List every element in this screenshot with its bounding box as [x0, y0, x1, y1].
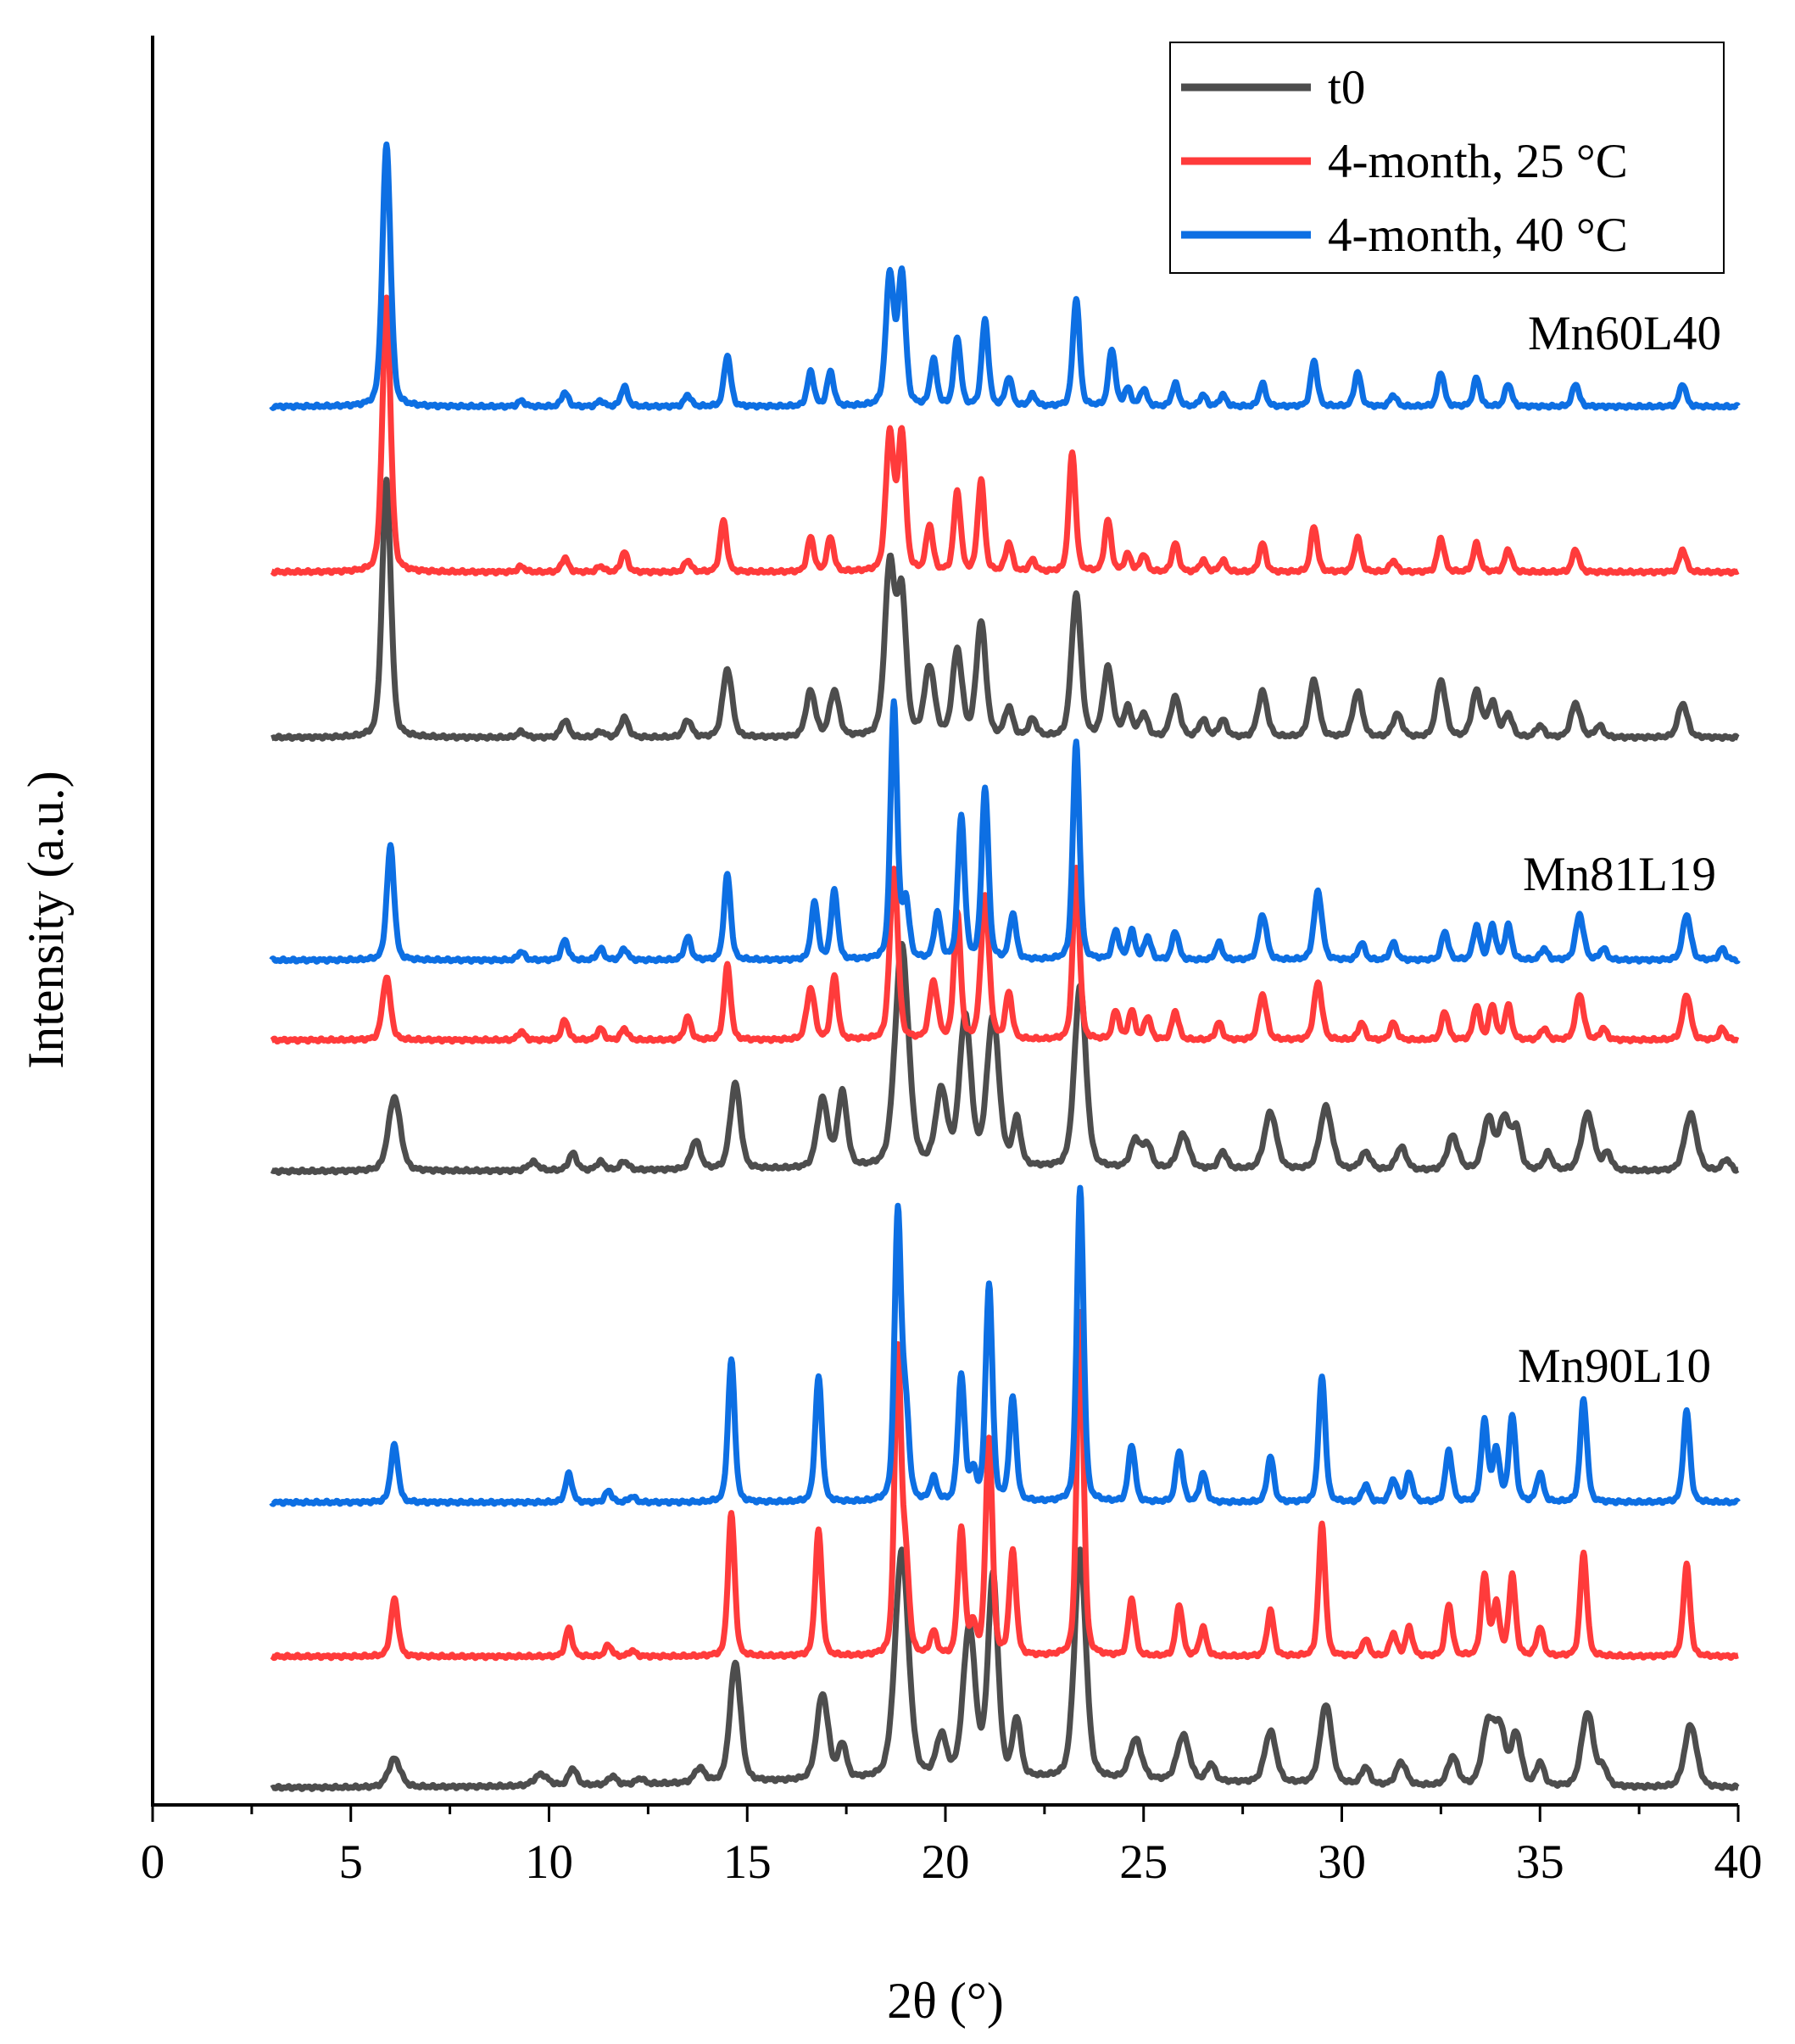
x-tick-label: 5	[339, 1835, 364, 1889]
x-axis-label: 2θ (°)	[887, 1973, 1004, 2029]
legend-label-t0: t0	[1328, 61, 1365, 114]
group-labels: Mn90L10 Mn81L19 Mn60L40	[1518, 307, 1721, 1393]
series-layer	[269, 141, 1741, 1792]
series-Mn81L19-t0	[269, 940, 1741, 1176]
x-tick-label: 25	[1119, 1835, 1168, 1889]
x-tick-label: 0	[141, 1835, 165, 1889]
legend-label-25C: 4-month, 25 °C	[1328, 135, 1628, 188]
series-Mn90L10-t0	[269, 1546, 1741, 1792]
x-ticks: 0 5 10 15 20 25 30 35 40	[141, 1805, 1763, 1889]
x-tick-label: 20	[922, 1835, 970, 1889]
legend-label-40C: 4-month, 40 °C	[1328, 209, 1628, 262]
x-tick-label: 15	[723, 1835, 772, 1889]
axes: 0 5 10 15 20 25 30 35 40 2θ (°) Intensity (a.u.)	[18, 36, 1763, 2029]
series-Mn60L40-25C	[269, 294, 1741, 577]
series-Mn60L40-t0	[269, 476, 1741, 743]
series-Mn90L10-25C	[269, 1309, 1741, 1662]
x-tick-label: 30	[1318, 1835, 1366, 1889]
group-label-Mn81L19: Mn81L19	[1523, 848, 1716, 901]
group-label-Mn90L10: Mn90L10	[1518, 1339, 1711, 1393]
series-Mn81L19-25C	[269, 865, 1741, 1045]
x-tick-label: 10	[525, 1835, 573, 1889]
series-Mn90L10-40C	[269, 1184, 1741, 1507]
series-Mn60L40-40C	[269, 141, 1741, 411]
x-tick-label: 35	[1516, 1835, 1564, 1889]
group-label-Mn60L40: Mn60L40	[1528, 307, 1721, 360]
x-tick-label: 40	[1714, 1835, 1763, 1889]
y-axis-label: Intensity (a.u.)	[18, 771, 74, 1069]
legend: t0 4-month, 25 °C 4-month, 40 °C	[1169, 42, 1725, 274]
series-Mn81L19-40C	[269, 698, 1741, 965]
